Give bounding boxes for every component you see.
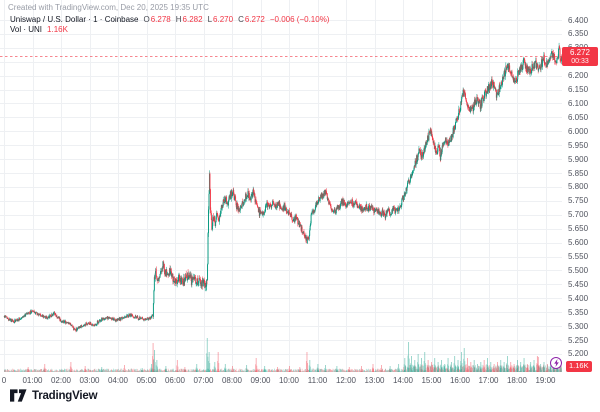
price-tick: 5.300 (568, 321, 589, 331)
price-tick: 5.250 (568, 335, 589, 345)
time-tick: 16:00 (449, 376, 471, 385)
tradingview-logo[interactable]: TradingView (10, 389, 98, 402)
price-change: −0.006 (−0.10%) (269, 15, 330, 24)
symbol-title[interactable]: Uniswap / U.S. Dollar · 1 · Coinbase (10, 15, 139, 24)
price-tick: 5.400 (568, 293, 589, 303)
time-tick: 14:00 (392, 376, 414, 385)
time-tick: 13:00 (364, 376, 385, 385)
price-tick: 6.150 (568, 85, 589, 95)
volume-flash-icon (550, 357, 562, 369)
volume-axis-badge: 1.16K (566, 361, 592, 372)
time-tick: 03:00 (79, 376, 100, 385)
bar-countdown: 00:33 (571, 57, 589, 65)
price-tick: 6.400 (568, 15, 589, 25)
price-tick: 5.650 (568, 224, 589, 234)
legend: Uniswap / U.S. Dollar · 1 · Coinbase O 6.… (10, 15, 329, 35)
price-tick: 5.950 (568, 140, 589, 150)
time-tick: 01:00 (22, 376, 43, 385)
time-tick: 17:00 (478, 376, 499, 385)
tradingview-logo-text: TradingView (32, 389, 98, 402)
price-tick: 6.000 (568, 126, 589, 136)
ohlc-close: C 6.272 (238, 15, 265, 24)
price-tick: 6.100 (568, 98, 589, 108)
time-tick: 06:00 (164, 376, 186, 385)
time-tick: 05:00 (136, 376, 157, 385)
time-tick: 02:00 (50, 376, 72, 385)
ohlc-high: H 6.282 (175, 15, 203, 24)
time-tick: 07:00 (193, 376, 214, 385)
tradingview-logo-icon (10, 389, 27, 402)
volume-label[interactable]: Vol · UNI (10, 25, 43, 34)
legend-symbol-row: Uniswap / U.S. Dollar · 1 · Coinbase O 6.… (10, 15, 329, 25)
price-tick: 5.450 (568, 279, 589, 289)
time-axis[interactable]: 0 01:00 02:00 03:00 04:00 05:00 06:00 07:00 08:0… (0, 374, 600, 387)
time-tick: 11:00 (307, 376, 328, 385)
price-tick: 5.550 (568, 252, 589, 262)
price-tick: 5.500 (568, 265, 589, 275)
price-tick: 6.050 (568, 112, 589, 122)
price-tick: 5.350 (568, 307, 589, 317)
price-tick: 5.900 (568, 154, 589, 164)
time-tick: 09:00 (250, 376, 271, 385)
time-tick: 10:00 (278, 376, 300, 385)
volume-value: 1.16K (47, 25, 68, 34)
price-tick: 5.750 (568, 196, 589, 206)
time-tick: 12:00 (335, 376, 357, 385)
time-tick: 0 (1, 376, 7, 385)
price-tick: 5.200 (568, 349, 589, 359)
time-tick: 19:00 (535, 376, 556, 385)
price-tick: 6.200 (568, 71, 589, 81)
watermark: Created with TradingView.com, Dec 20, 20… (8, 3, 209, 12)
time-tick: 15:00 (421, 376, 442, 385)
price-tick: 5.800 (568, 182, 589, 192)
ohlc-low: L 6.270 (207, 15, 234, 24)
ohlc-open: O 6.278 (143, 15, 171, 24)
price-tick: 5.700 (568, 210, 589, 220)
time-tick: 04:00 (107, 376, 129, 385)
price-tick: 5.600 (568, 238, 589, 248)
last-price-value: 6.272 (569, 47, 591, 57)
price-tick: 6.350 (568, 29, 589, 39)
time-tick: 18:00 (506, 376, 528, 385)
time-tick: 08:00 (221, 376, 243, 385)
last-price-badge: 6.272 00:33 (562, 46, 598, 66)
legend-volume-row: Vol · UNI 1.16K (10, 25, 329, 35)
price-tick: 5.850 (568, 168, 589, 178)
